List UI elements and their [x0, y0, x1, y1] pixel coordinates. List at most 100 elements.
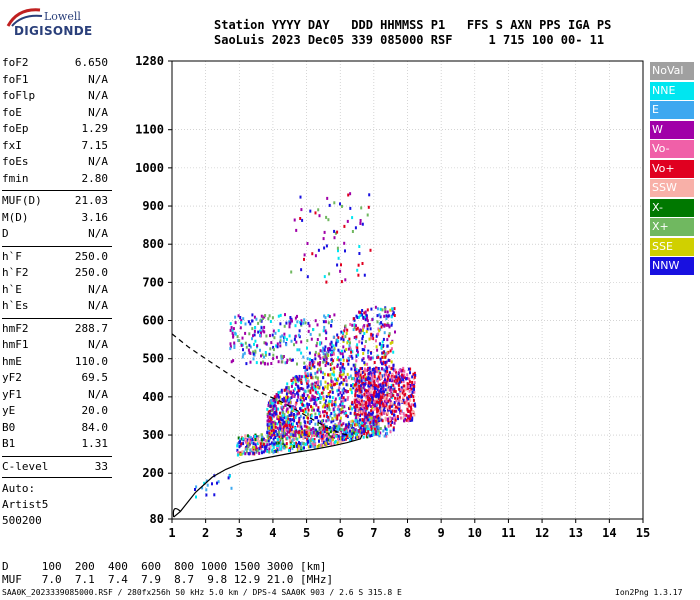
echo-point: [252, 451, 255, 455]
echo-point: [363, 273, 366, 277]
echo-point: [362, 435, 365, 439]
echo-point: [242, 317, 245, 321]
echo-point: [340, 440, 343, 444]
echo-point: [345, 423, 348, 427]
echo-point: [340, 280, 343, 284]
echo-point: [355, 385, 358, 389]
echo-point: [383, 314, 386, 318]
echo-point: [383, 353, 386, 356]
echo-point: [360, 410, 363, 414]
echo-point: [341, 335, 344, 339]
echo-point: [273, 411, 276, 415]
echo-point: [365, 389, 368, 393]
echo-point: [245, 450, 248, 454]
echo-point: [291, 394, 294, 398]
echo-point: [276, 342, 279, 346]
footer-muf-row: MUF 7.0 7.1 7.4 7.9 8.7 9.8 12.9 21.0 [M…: [2, 573, 334, 586]
echo-point: [264, 353, 267, 357]
echo-point: [370, 398, 373, 402]
echo-point: [376, 388, 379, 392]
echo-point: [375, 384, 378, 388]
echo-point: [368, 397, 371, 400]
echo-point: [303, 318, 306, 322]
echo-point: [318, 354, 321, 358]
echo-point: [385, 434, 388, 438]
echo-point: [307, 329, 310, 333]
echo-point: [297, 420, 300, 424]
echo-point: [307, 445, 310, 449]
echo-point: [316, 376, 319, 380]
echo-point: [269, 401, 272, 405]
echo-point: [300, 406, 303, 410]
echo-point: [294, 324, 297, 328]
echo-point: [333, 201, 336, 205]
echo-point: [322, 433, 325, 437]
echo-point: [313, 444, 316, 447]
echo-point: [239, 316, 242, 319]
echo-point: [322, 320, 325, 324]
echo-point: [388, 394, 391, 397]
echo-point: [384, 376, 386, 380]
echo-point: [280, 356, 283, 360]
echo-point: [361, 371, 364, 375]
echo-point: [326, 407, 329, 411]
echo-point: [356, 371, 359, 375]
echo-point: [338, 410, 341, 414]
echo-point: [326, 428, 328, 431]
echo-point: [318, 333, 321, 337]
echo-point: [252, 350, 255, 354]
echo-point: [391, 307, 394, 311]
echo-point: [379, 406, 382, 410]
param-row-hf: h`F 250.0: [2, 250, 110, 266]
echo-point: [411, 375, 414, 379]
echo-point: [301, 393, 304, 397]
echo-point: [306, 275, 309, 279]
echo-point: [281, 334, 284, 338]
echo-point: [357, 429, 360, 433]
echo-point: [318, 214, 321, 218]
echo-point: [288, 322, 291, 326]
echo-point: [291, 418, 294, 422]
param-key: h`E: [2, 282, 22, 296]
echo-point: [388, 388, 391, 392]
echo-point: [297, 389, 300, 393]
echo-point: [272, 329, 275, 333]
echo-point: [315, 344, 318, 348]
echo-point: [251, 449, 254, 453]
echo-point: [377, 355, 380, 359]
echo-point: [413, 390, 416, 394]
echo-point: [299, 414, 302, 418]
echo-point: [380, 344, 383, 347]
echo-point: [267, 401, 270, 405]
echo-point: [246, 434, 249, 438]
echo-point: [400, 388, 403, 392]
echo-point: [272, 345, 275, 349]
echo-point: [413, 375, 416, 379]
echo-point: [294, 387, 296, 391]
echo-point: [299, 195, 302, 199]
echo-point: [386, 405, 389, 409]
echo-point: [310, 414, 313, 418]
echo-point: [354, 372, 357, 376]
echo-point: [342, 387, 345, 391]
echo-point: [359, 402, 362, 406]
echo-point: [366, 402, 369, 406]
echo-point: [350, 350, 353, 354]
echo-point: [291, 447, 294, 451]
echo-point: [330, 438, 333, 442]
echo-point: [286, 428, 289, 432]
echo-point: [362, 383, 365, 387]
echo-point: [282, 339, 285, 343]
echo-point: [342, 355, 345, 359]
echo-point: [287, 386, 290, 390]
echo-point: [281, 428, 284, 432]
echo-point: [364, 377, 367, 381]
echo-point: [325, 280, 328, 284]
echo-point: [316, 323, 319, 327]
echo-point: [323, 275, 326, 279]
echo-point: [395, 399, 398, 403]
echo-point: [298, 329, 301, 333]
echo-point: [387, 388, 390, 392]
echo-point: [283, 397, 286, 401]
echo-point: [339, 416, 342, 420]
